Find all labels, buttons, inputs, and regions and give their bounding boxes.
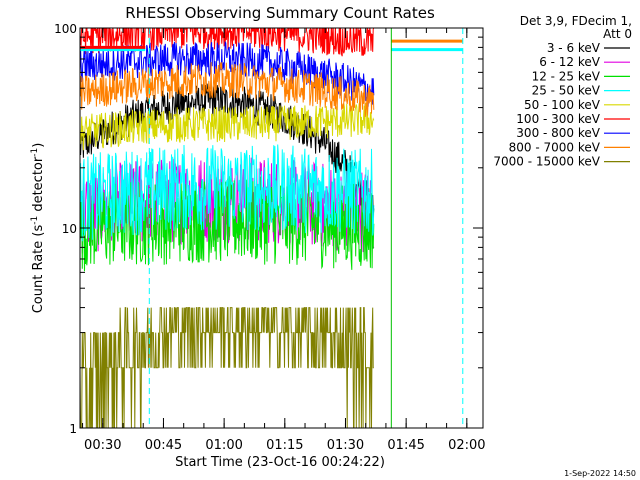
series-line [80,307,374,428]
x-tick-label: 02:00 [448,438,485,453]
legend-label: 300 - 800 keV [516,126,600,140]
legend-label: 12 - 25 keV [532,69,601,83]
y-tick-label: 10 [62,222,77,236]
chart-title: RHESSI Observing Summary Count Rates [125,4,435,22]
legend-label: 800 - 7000 keV [509,140,601,154]
x-axis-label: Start Time (23-Oct-16 00:24:22) [175,455,385,470]
series-layer [80,28,463,428]
series-line [80,40,375,107]
x-tick-label: 00:30 [84,438,121,453]
x-tick-label: 01:15 [266,438,303,453]
x-tick-label: 01:30 [327,438,364,453]
y-tick-label: 100 [54,22,77,36]
legend-label: 25 - 50 keV [532,84,601,98]
x-tick-label: 00:45 [145,438,182,453]
x-tick-label: 01:00 [205,438,242,453]
y-label-part2: detector [31,156,46,216]
y-label-part3: ) [31,143,46,148]
info-line-2: Att 0 [603,27,632,41]
legend-label: 50 - 100 keV [524,98,601,112]
footer-date: 1-Sep-2022 14:50 [564,469,636,478]
y-label-part1: Count Rate (s [31,225,46,314]
series-line [80,62,375,118]
y-axis: 1 10 100 [54,22,483,436]
x-tick-label: 01:45 [387,438,424,453]
y-axis-label: Count Rate (s-1 detector-1) [30,143,46,314]
y-label-sup2: -1 [30,148,40,157]
y-label-sup1: -1 [30,216,40,225]
legend-label: 7000 - 15000 keV [493,155,600,169]
legend-label: 100 - 300 keV [516,112,600,126]
series-line [80,101,375,151]
legend-label: 3 - 6 keV [547,41,601,55]
y-tick-label: 1 [69,422,77,436]
info-line-1: Det 3,9, FDecim 1, [520,14,632,28]
x-axis: 00:30 00:45 01:00 01:15 01:30 01:45 02:00 [82,28,486,453]
series-line [80,144,375,242]
legend-label: 6 - 12 keV [539,55,601,69]
